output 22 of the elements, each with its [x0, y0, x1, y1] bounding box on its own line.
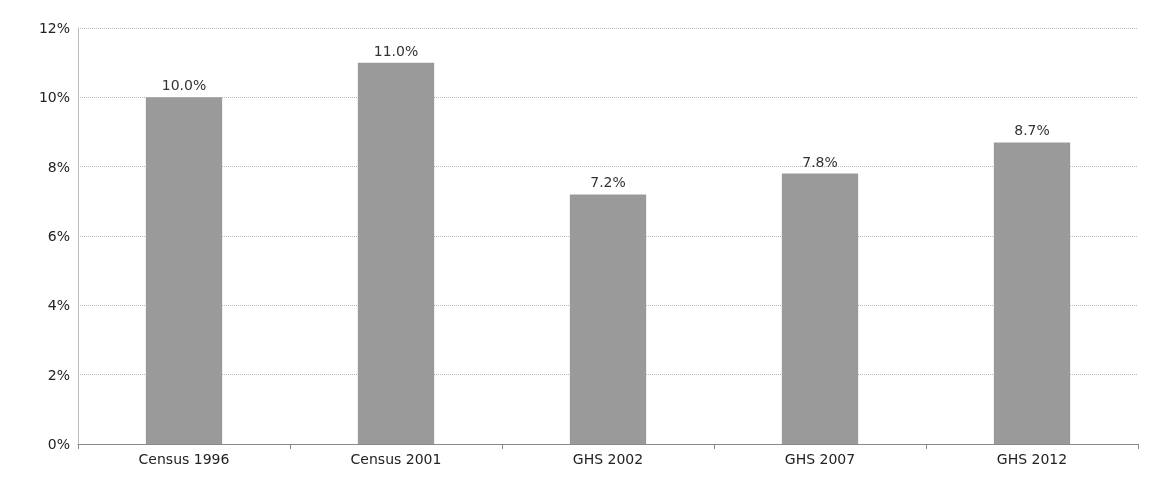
data-label: 7.8%	[802, 153, 838, 170]
bar	[357, 62, 435, 444]
y-tick-label: 8%	[47, 158, 70, 175]
bar	[781, 173, 859, 444]
x-tick-label: GHS 2012	[996, 451, 1068, 467]
bar	[145, 97, 223, 444]
y-tick-label: 0%	[47, 436, 70, 452]
data-label: 11.0%	[373, 42, 419, 59]
y-tick-label: 2%	[47, 366, 70, 383]
y-tick-label: 10%	[38, 89, 70, 106]
data-label: 8.7%	[1014, 122, 1050, 139]
y-tick-label: 12%	[38, 20, 70, 36]
data-label: 7.2%	[590, 174, 626, 191]
bar	[569, 194, 647, 444]
y-tick-label: 4%	[47, 297, 70, 314]
x-tick-label: Census 2001	[350, 451, 442, 467]
y-tick-label: 6%	[47, 228, 70, 244]
bar	[993, 142, 1071, 444]
x-tick-label: GHS 2002	[572, 451, 644, 467]
data-label: 10.0%	[161, 77, 207, 94]
x-tick-label: GHS 2007	[784, 451, 856, 467]
x-tick-label: Census 1996	[138, 451, 230, 467]
